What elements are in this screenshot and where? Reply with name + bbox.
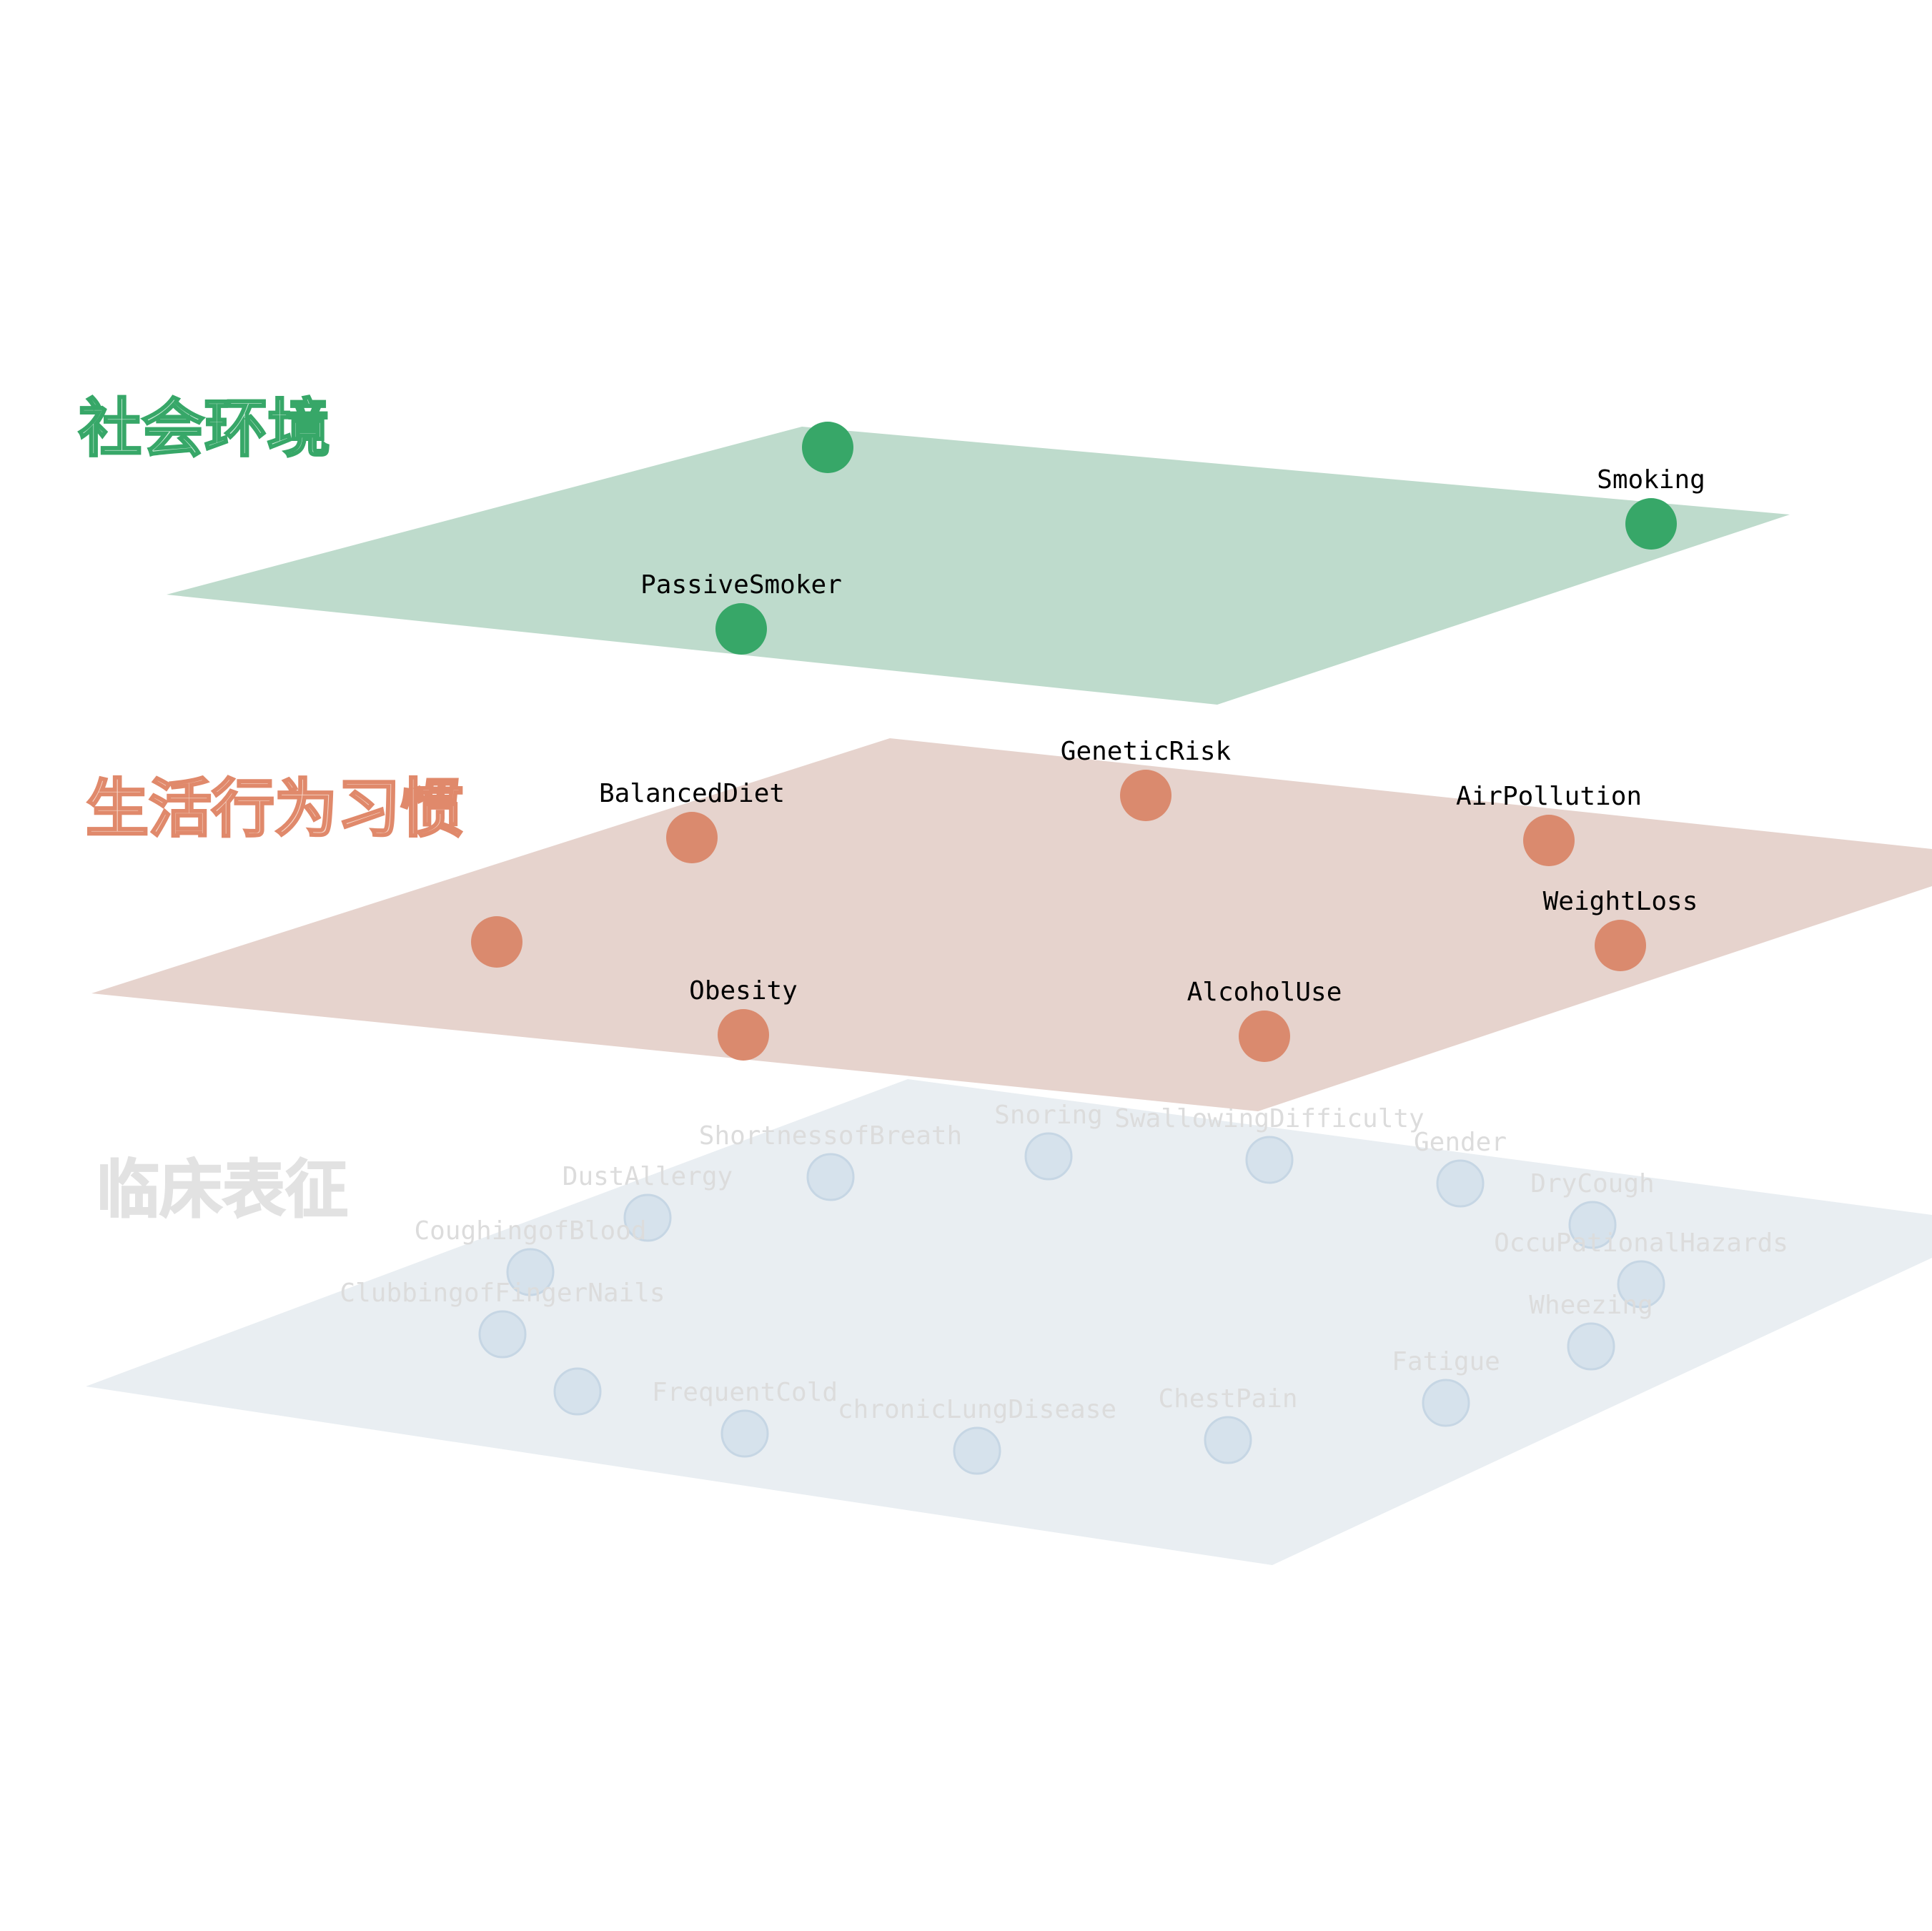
layer-clinical: 临床表征 ShortnessofBreath Snoring SwallowingD…	[86, 1079, 1932, 1565]
node-label: Wheezing	[1529, 1291, 1653, 1320]
node-clinical-5	[1568, 1201, 1617, 1249]
node-label: AirPollution	[1456, 782, 1642, 811]
layer-title-social: 社会环境	[79, 392, 330, 465]
node-clinical-14	[953, 1426, 1001, 1475]
node-social-1	[1625, 498, 1677, 550]
node-label: ClubbingofFingerNails	[340, 1279, 665, 1308]
plane-clinical	[86, 1079, 1932, 1565]
node-clinical-2	[1245, 1136, 1294, 1184]
layer-lifestyle: 生活行为习惯 GeneticRisk BalancedDiet AirPolluti…	[85, 737, 1932, 1111]
node-lifestyle-5	[718, 1009, 769, 1061]
node-clinical-1	[1024, 1132, 1073, 1181]
node-clinical-9	[1567, 1322, 1615, 1371]
node-clinical-7	[1617, 1260, 1665, 1309]
node-label: Smoking	[1597, 465, 1705, 495]
node-label: DustAllergy	[563, 1162, 733, 1191]
node-label: GeneticRisk	[1061, 737, 1232, 766]
node-label: SwallowingDifficulty	[1114, 1104, 1424, 1133]
node-clinical-6	[506, 1248, 555, 1296]
node-label: PassiveSmoker	[640, 570, 842, 600]
node-social-2	[715, 603, 767, 655]
node-label: OccuPationalHazards	[1494, 1228, 1788, 1258]
layer-title-clinical: 临床表征	[96, 1153, 348, 1226]
node-lifestyle-6	[1239, 1011, 1290, 1062]
node-label: chronicLungDisease	[838, 1395, 1116, 1424]
nodes-social: Smoking PassiveSmoker	[640, 422, 1705, 655]
node-lifestyle-2	[1523, 815, 1575, 866]
node-label: AlcoholUse	[1187, 978, 1342, 1007]
plane-social	[167, 427, 1790, 705]
node-lifestyle-4	[1595, 920, 1646, 971]
node-clinical-13	[1204, 1416, 1252, 1464]
node-label: CoughingofBlood	[414, 1216, 646, 1246]
node-lifestyle-3	[471, 916, 522, 968]
layer-social: 社会环境 Smoking PassiveSmoker	[78, 391, 1790, 705]
node-lifestyle-0	[1120, 770, 1171, 821]
node-label: DryCough	[1530, 1169, 1654, 1198]
plane-lifestyle	[91, 738, 1932, 1111]
node-label: Gender	[1414, 1128, 1507, 1157]
node-label: Obesity	[689, 976, 798, 1006]
nodes-lifestyle: GeneticRisk BalancedDiet AirPollution Weigh…	[471, 737, 1698, 1062]
node-social-0	[802, 422, 853, 473]
node-label: Snoring	[994, 1101, 1103, 1130]
node-label: ShortnessofBreath	[699, 1121, 962, 1151]
node-label: WeightLoss	[1543, 887, 1698, 916]
node-label: ChestPain	[1158, 1384, 1297, 1414]
node-lifestyle-1	[666, 812, 718, 863]
node-label: FrequentCold	[652, 1378, 838, 1407]
node-clinical-3	[1436, 1159, 1485, 1208]
node-clinical-11	[1422, 1379, 1470, 1427]
node-clinical-10	[553, 1367, 602, 1416]
node-label: BalancedDiet	[599, 779, 785, 808]
nodes-clinical: ShortnessofBreath Snoring SwallowingDiffic…	[340, 1101, 1788, 1475]
node-clinical-4	[623, 1193, 672, 1242]
node-label: Fatigue	[1392, 1347, 1500, 1376]
node-clinical-8	[478, 1310, 527, 1359]
node-clinical-12	[720, 1409, 769, 1458]
node-clinical-0	[806, 1153, 855, 1201]
layer-title-lifestyle: 生活行为习惯	[86, 772, 463, 845]
